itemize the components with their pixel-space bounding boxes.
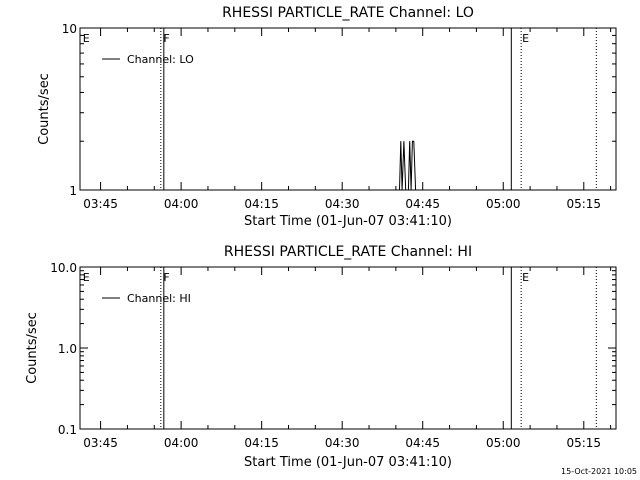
y-tick-label: 0.1 xyxy=(58,423,77,437)
x-tick-label: 05:00 xyxy=(486,197,521,211)
y-axis-label: Counts/sec xyxy=(25,312,40,384)
x-tick-label: 04:30 xyxy=(325,436,360,450)
x-tick-label: 04:15 xyxy=(244,436,279,450)
x-axis-label: Start Time (01-Jun-07 03:41:10) xyxy=(244,455,452,470)
y-tick-label: 1 xyxy=(69,184,77,198)
event-marker-label: F xyxy=(163,32,169,45)
x-tick-label: 03:45 xyxy=(83,197,118,211)
series-line xyxy=(399,140,417,191)
plot-frame xyxy=(79,27,617,191)
x-tick-label: 04:45 xyxy=(405,197,440,211)
x-tick-label: 04:30 xyxy=(325,197,360,211)
event-marker-label: F xyxy=(163,271,169,284)
x-axis-label: Start Time (01-Jun-07 03:41:10) xyxy=(244,214,452,229)
event-marker-label: E xyxy=(83,32,90,45)
footer-timestamp: 15-Oct-2021 10:05 xyxy=(561,467,637,476)
legend-label: Channel: HI xyxy=(127,292,191,305)
x-tick-label: 05:15 xyxy=(566,197,601,211)
x-tick-label: 04:45 xyxy=(405,436,440,450)
x-tick-label: 03:45 xyxy=(83,436,118,450)
chart-title: RHESSI PARTICLE_RATE Channel: LO xyxy=(222,5,474,21)
event-marker-label: E xyxy=(83,271,90,284)
y-tick-label: 10.0 xyxy=(50,261,77,275)
chart-title: RHESSI PARTICLE_RATE Channel: HI xyxy=(224,244,472,260)
y-tick-label: 1.0 xyxy=(58,342,77,356)
y-axis-label: Counts/sec xyxy=(37,73,52,145)
x-tick-label: 04:15 xyxy=(244,197,279,211)
y-tick-label: 10 xyxy=(62,22,77,36)
x-tick-label: 05:00 xyxy=(486,436,521,450)
event-marker-label: E xyxy=(522,32,529,45)
x-tick-label: 04:00 xyxy=(164,197,199,211)
x-tick-label: 04:00 xyxy=(164,436,199,450)
legend-label: Channel: LO xyxy=(127,53,194,66)
event-marker-label: E xyxy=(522,271,529,284)
x-tick-label: 05:15 xyxy=(566,436,601,450)
